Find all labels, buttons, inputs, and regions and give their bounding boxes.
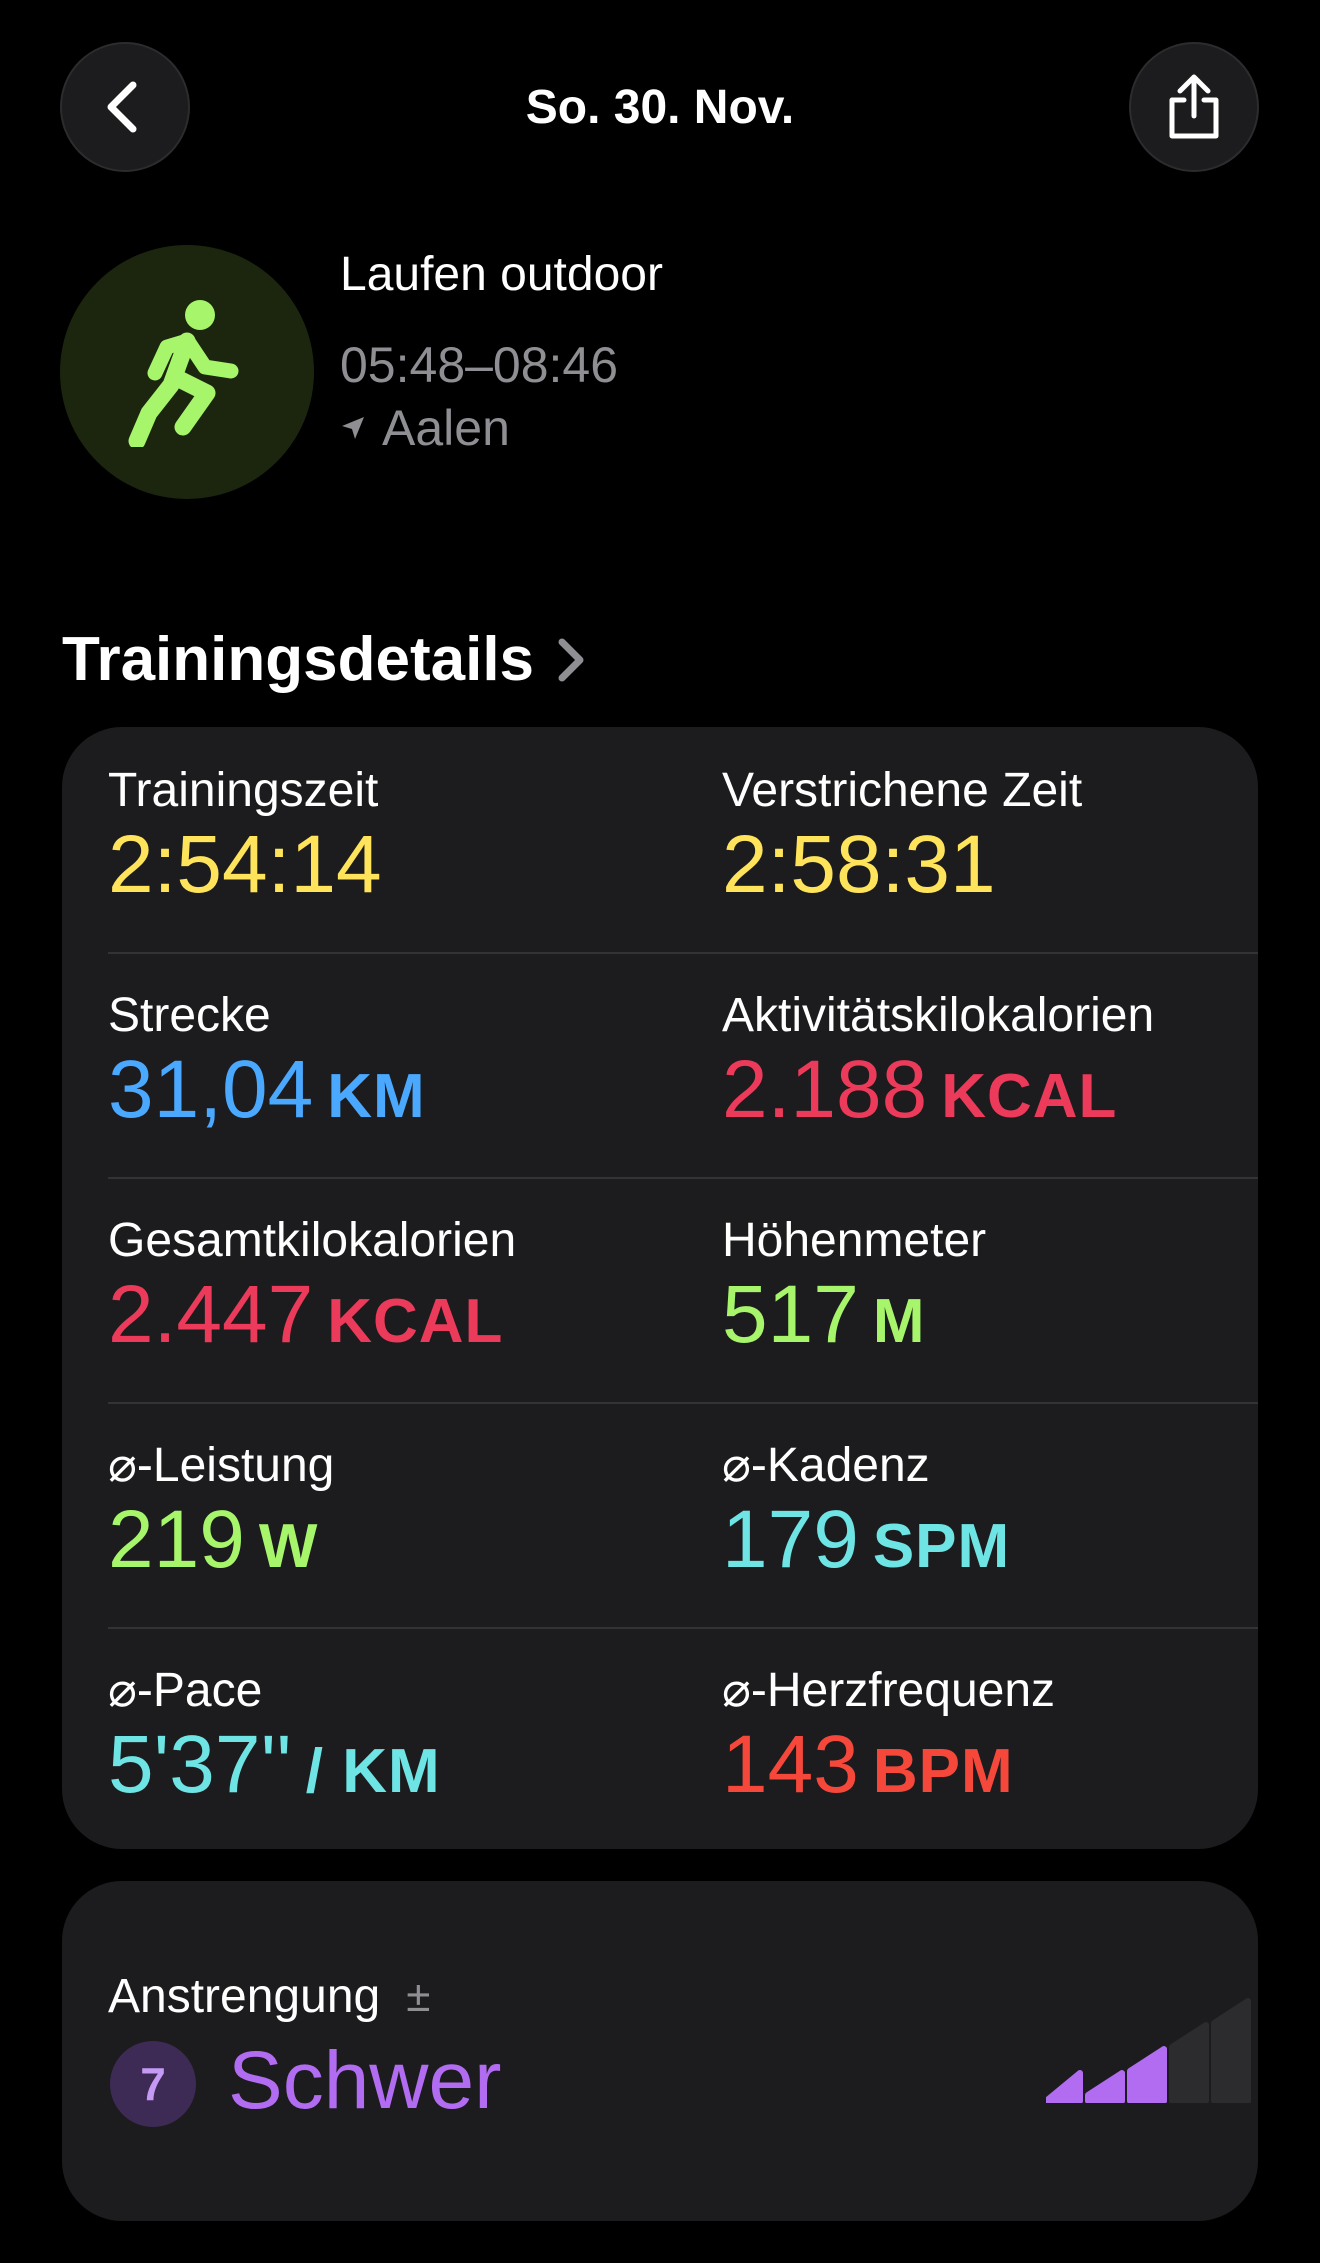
metric-value: 31,04 KM bbox=[108, 1044, 426, 1143]
effort-bar-empty bbox=[1169, 2022, 1209, 2103]
row-divider bbox=[108, 1402, 1258, 1404]
metric-unit: M bbox=[872, 1287, 926, 1356]
metric-value: 219 W bbox=[108, 1494, 334, 1593]
metric-unit: KCAL bbox=[941, 1062, 1118, 1131]
metric-number: 143 bbox=[722, 1719, 859, 1810]
row-divider bbox=[108, 1627, 1258, 1629]
effort-bar-filled bbox=[1127, 2046, 1167, 2103]
metric-number: 2:58:31 bbox=[722, 819, 996, 910]
metric-label: ⌀-Pace bbox=[108, 1664, 263, 1717]
metric-number: 5'37'' bbox=[108, 1719, 292, 1810]
metric-unit: KCAL bbox=[327, 1287, 504, 1356]
effort-label: Anstrengung bbox=[108, 1970, 381, 2023]
metric-value: 2:58:31 bbox=[722, 819, 1082, 911]
effort-level: Schwer bbox=[228, 2035, 502, 2126]
workout-location-text: Aalen bbox=[382, 400, 510, 456]
metrics-row: Gesamtkilokalorien 2.447 KCAL Höhenmeter 517… bbox=[108, 1177, 1218, 1402]
metrics-row: Trainingszeit 2:54:14 Verstrichene Zeit 2:5… bbox=[108, 727, 1218, 952]
metric-label: Höhenmeter bbox=[722, 1214, 987, 1267]
metrics-row: ⌀-Pace 5'37'' / KM ⌀-Herzfrequenz 143 BPM bbox=[108, 1627, 1218, 1852]
metric-unit: W bbox=[258, 1512, 319, 1581]
metric-unit: KM bbox=[327, 1062, 426, 1131]
metric-unit: SPM bbox=[872, 1512, 1011, 1581]
back-button[interactable] bbox=[60, 42, 190, 172]
metric-value: 2.188 KCAL bbox=[722, 1044, 1154, 1143]
metric-value: 2:54:14 bbox=[108, 819, 382, 911]
metric-cell: ⌀-Pace 5'37'' / KM bbox=[108, 1627, 441, 1818]
metric-cell: Aktivitätskilokalorien 2.188 KCAL bbox=[722, 952, 1154, 1143]
metrics-row: ⌀-Leistung 219 W ⌀-Kadenz 179 SPM bbox=[108, 1402, 1218, 1627]
effort-score-badge: 7 bbox=[110, 2041, 196, 2127]
effort-bar-empty bbox=[1211, 1998, 1251, 2103]
metric-cell: Verstrichene Zeit 2:58:31 bbox=[722, 727, 1082, 911]
location-arrow-icon bbox=[342, 417, 364, 439]
metric-value: 143 BPM bbox=[722, 1719, 1055, 1818]
metric-label: Trainingszeit bbox=[108, 764, 379, 817]
training-details-card[interactable]: Trainingszeit 2:54:14 Verstrichene Zeit 2:5… bbox=[62, 727, 1258, 1849]
chevron-right-icon bbox=[558, 638, 584, 682]
training-details-header[interactable]: Trainingsdetails bbox=[62, 625, 586, 695]
metric-cell: ⌀-Kadenz 179 SPM bbox=[722, 1402, 1010, 1593]
effort-bar-filled bbox=[1085, 2070, 1125, 2103]
share-button[interactable] bbox=[1129, 42, 1259, 172]
metric-unit: / KM bbox=[305, 1737, 441, 1806]
chevron-left-icon bbox=[107, 81, 137, 133]
metric-value: 2.447 KCAL bbox=[108, 1269, 516, 1368]
share-icon bbox=[1169, 74, 1219, 139]
metric-cell: Strecke 31,04 KM bbox=[108, 952, 426, 1143]
workout-location: Aalen bbox=[340, 398, 510, 458]
metric-cell: ⌀-Leistung 219 W bbox=[108, 1402, 334, 1593]
metric-value: 517 M bbox=[722, 1269, 986, 1368]
metric-value: 179 SPM bbox=[722, 1494, 1010, 1593]
row-divider bbox=[108, 1177, 1258, 1179]
metric-number: 179 bbox=[722, 1494, 859, 1585]
metric-unit: BPM bbox=[872, 1737, 1014, 1806]
metric-cell: Gesamtkilokalorien 2.447 KCAL bbox=[108, 1177, 516, 1368]
effort-label-row: Anstrengung ± bbox=[108, 1969, 430, 2025]
metric-number: 219 bbox=[108, 1494, 245, 1585]
metric-value: 5'37'' / KM bbox=[108, 1719, 441, 1818]
adjust-icon: ± bbox=[406, 1972, 431, 2021]
workout-type-icon bbox=[60, 245, 314, 499]
metric-number: 31,04 bbox=[108, 1044, 314, 1135]
metric-label: ⌀-Herzfrequenz bbox=[722, 1664, 1056, 1717]
effort-bars-icon bbox=[1046, 1998, 1251, 2103]
metric-label: Aktivitätskilokalorien bbox=[722, 989, 1155, 1042]
metric-label: Verstrichene Zeit bbox=[722, 764, 1083, 817]
metric-cell: Höhenmeter 517 M bbox=[722, 1177, 986, 1368]
metric-cell: ⌀-Herzfrequenz 143 BPM bbox=[722, 1627, 1055, 1818]
workout-time-range: 05:48–08:46 bbox=[340, 337, 619, 393]
metric-number: 517 bbox=[722, 1269, 859, 1360]
row-divider bbox=[108, 952, 1258, 954]
page-title: So. 30. Nov. bbox=[525, 81, 795, 134]
running-figure-icon bbox=[128, 300, 239, 447]
metric-label: Strecke bbox=[108, 989, 271, 1042]
workout-name: Laufen outdoor bbox=[340, 248, 663, 301]
metric-cell: Trainingszeit 2:54:14 bbox=[108, 727, 382, 911]
effort-card[interactable]: Anstrengung ± 7 Schwer bbox=[62, 1881, 1258, 2221]
effort-bar-filled bbox=[1046, 2070, 1083, 2103]
metric-label: ⌀-Leistung bbox=[108, 1439, 335, 1492]
metric-number: 2.188 bbox=[722, 1044, 928, 1135]
section-title: Trainingsdetails bbox=[62, 625, 535, 694]
metric-number: 2.447 bbox=[108, 1269, 314, 1360]
metrics-row: Strecke 31,04 KM Aktivitätskilokalorien 2.18… bbox=[108, 952, 1218, 1177]
metric-label: Gesamtkilokalorien bbox=[108, 1214, 517, 1267]
metric-label: ⌀-Kadenz bbox=[722, 1439, 930, 1492]
metric-number: 2:54:14 bbox=[108, 819, 382, 910]
